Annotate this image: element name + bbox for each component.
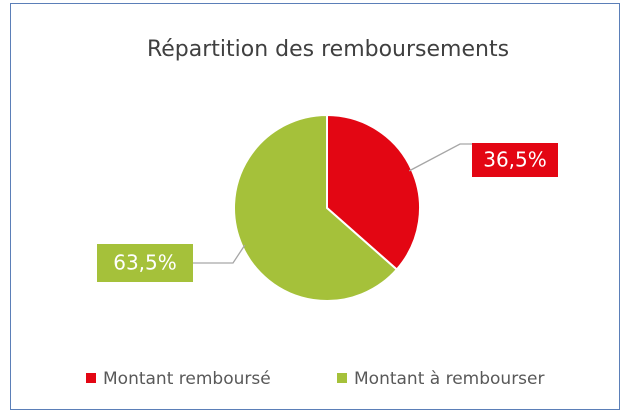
data-label-box [472, 143, 558, 177]
data-label: 63,5% [113, 251, 177, 275]
chart-title: Répartition des remboursements [147, 37, 509, 62]
leader-line [193, 244, 246, 264]
legend-swatch [86, 373, 96, 383]
pie-slice [233, 113, 399, 302]
legend-label: Montant remboursé [103, 369, 271, 389]
data-label: 36,5% [483, 148, 547, 172]
leader-line [408, 143, 472, 172]
legend-label: Montant à rembourser [354, 369, 545, 389]
data-label-box [97, 244, 193, 282]
legend-swatch [337, 373, 347, 383]
